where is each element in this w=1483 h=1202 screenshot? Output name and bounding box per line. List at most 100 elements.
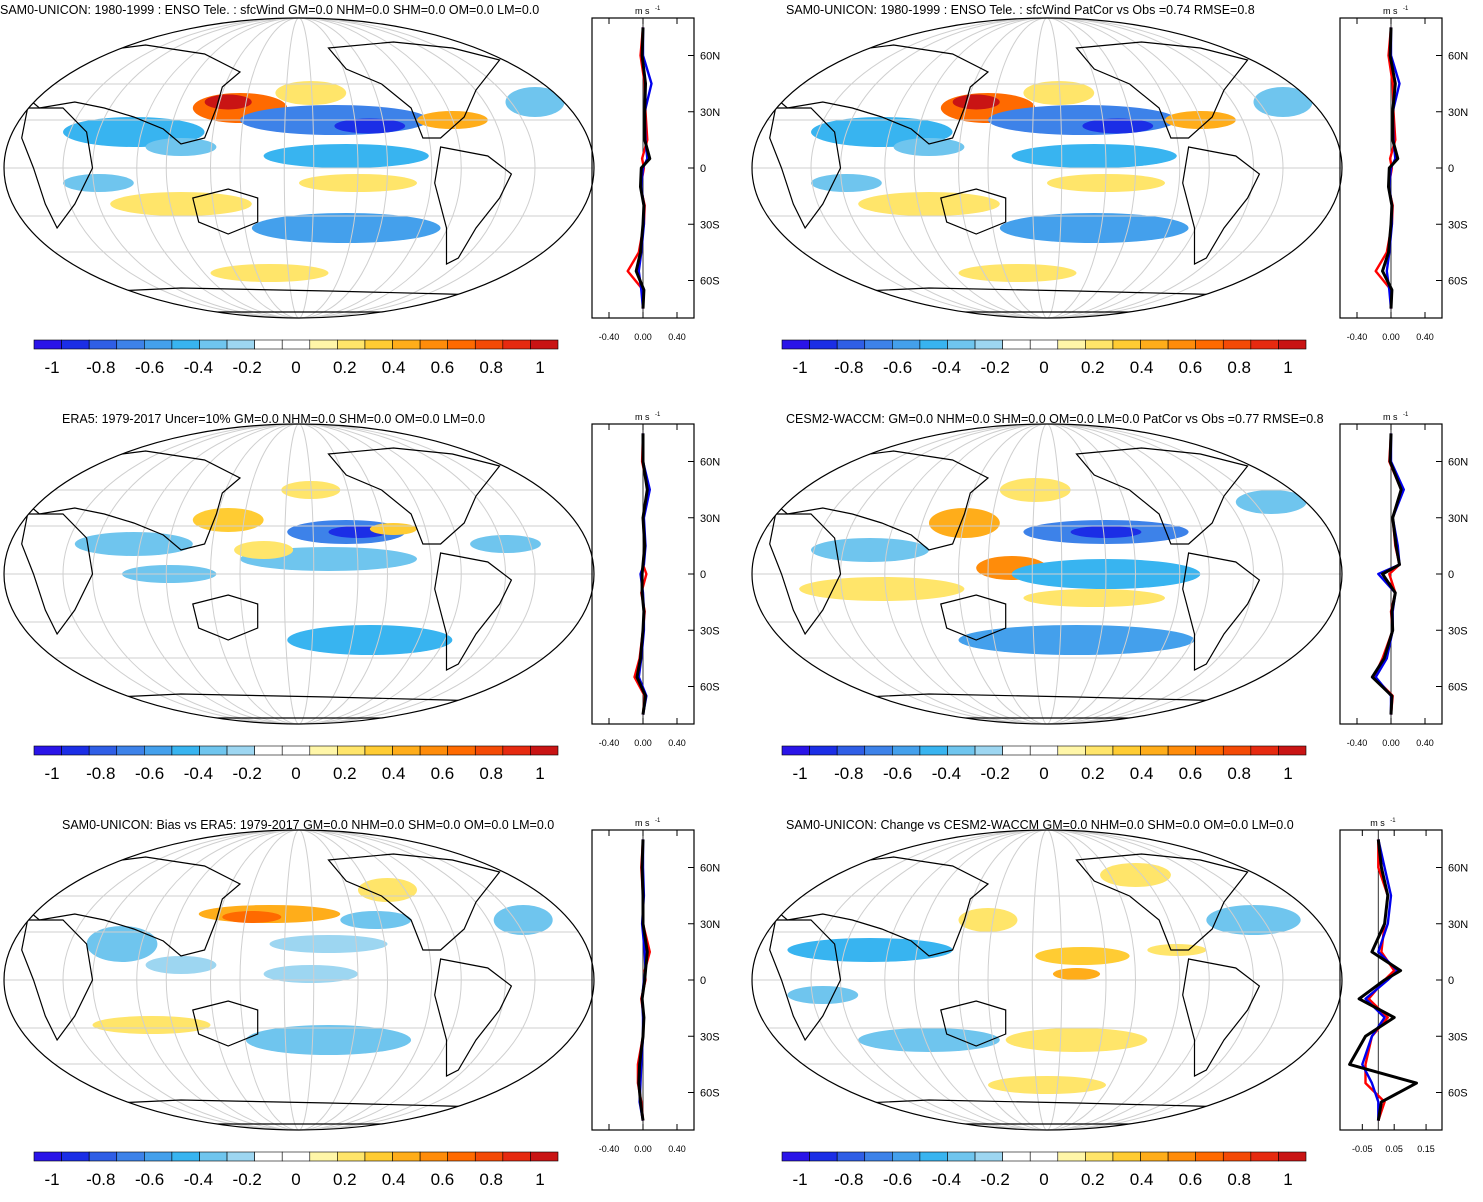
colorbar-swatch xyxy=(33,339,62,350)
coastline xyxy=(769,513,842,636)
colorbar-label: 0.4 xyxy=(1130,1170,1154,1189)
colorbar-label: 1 xyxy=(535,1170,544,1189)
colorbar-swatch xyxy=(116,1151,145,1162)
colorbar-swatch xyxy=(226,339,255,350)
colorbar-swatch xyxy=(530,1151,559,1162)
lat-tick-label: 30N xyxy=(1448,107,1468,119)
colorbar-swatch xyxy=(1222,339,1252,350)
coastline xyxy=(21,919,94,1042)
units-exponent: -1 xyxy=(655,818,661,824)
colorbar-label: -0.6 xyxy=(883,764,912,783)
anomaly-region xyxy=(263,144,429,168)
colorbar-label: -0.8 xyxy=(834,1170,863,1189)
anomaly-region xyxy=(192,508,264,532)
anomaly-region xyxy=(958,264,1077,282)
x-tick-label: 0.00 xyxy=(634,738,652,748)
colorbar-swatch xyxy=(1112,1151,1141,1162)
colorbar-swatch xyxy=(1278,339,1307,350)
coastline xyxy=(434,552,513,671)
x-tick-label: 0.00 xyxy=(634,1144,652,1154)
anomaly-region xyxy=(1011,144,1177,168)
colorbar-swatch xyxy=(1140,745,1169,756)
coastline xyxy=(769,856,990,957)
anomaly-region xyxy=(86,926,158,962)
colorbar-label: 0.2 xyxy=(333,358,357,377)
colorbar-swatch xyxy=(1057,339,1086,350)
lat-tick-label: 30S xyxy=(700,1031,720,1043)
colorbar: -1 -0.8 -0.6 -0.4 -0.2 0 0.2 0.4 0.6 0.8 1 xyxy=(781,339,1307,377)
colorbar-swatch xyxy=(947,745,976,756)
x-tick-label: -0.40 xyxy=(599,332,620,342)
x-tick-label: 0.40 xyxy=(1416,332,1434,342)
x-tick-label: -0.40 xyxy=(1347,738,1368,748)
colorbar-swatch xyxy=(144,1151,173,1162)
lat-tick-label: 60S xyxy=(1448,1088,1468,1100)
colorbar-swatch xyxy=(836,745,866,756)
colorbar-swatch xyxy=(947,339,976,350)
colorbar-label: 0.2 xyxy=(1081,1170,1105,1189)
colorbar-label: 0.2 xyxy=(333,764,357,783)
colorbar-label: -0.8 xyxy=(834,764,863,783)
profile-line-obs xyxy=(1361,839,1399,1121)
colorbar-label: 0.2 xyxy=(1081,764,1105,783)
anomaly-region xyxy=(1253,87,1313,117)
colorbar-label: -0.2 xyxy=(233,1170,262,1189)
anomaly-region xyxy=(222,911,282,923)
coastline xyxy=(940,594,1007,641)
anomaly-region xyxy=(145,138,217,156)
colorbar-label: 0.6 xyxy=(431,358,455,377)
colorbar-label: 0.4 xyxy=(1130,358,1154,377)
colorbar-label: -0.6 xyxy=(883,1170,912,1189)
colorbar-label: -0.8 xyxy=(86,1170,115,1189)
colorbar-swatch xyxy=(254,1151,283,1162)
anomaly-region xyxy=(63,174,134,192)
colorbar-swatch xyxy=(1278,745,1307,756)
anomaly-region xyxy=(210,264,329,282)
colorbar-swatch xyxy=(864,745,893,756)
coastline xyxy=(1075,447,1249,545)
coastline xyxy=(21,107,94,230)
map-field xyxy=(4,18,594,318)
coastline xyxy=(327,447,501,545)
lat-tick-label: 0 xyxy=(700,975,706,987)
panel-title: CESM2-WACCM: GM=0.0 NHM=0.0 SHM=0.0 OM=0… xyxy=(786,412,1324,426)
colorbar-swatch xyxy=(226,1151,255,1162)
colorbar-swatch xyxy=(474,339,504,350)
lat-tick-label: 30S xyxy=(1448,219,1468,231)
colorbar-swatch xyxy=(809,745,838,756)
colorbar-swatch xyxy=(144,339,173,350)
colorbar-label: 1 xyxy=(535,358,544,377)
colorbar-label: -1 xyxy=(44,764,59,783)
colorbar-swatch xyxy=(364,745,393,756)
lat-tick-label: 60S xyxy=(700,276,720,288)
colorbar-label: -1 xyxy=(44,1170,59,1189)
lat-tick-label: 30S xyxy=(700,219,720,231)
colorbar-swatch xyxy=(116,745,145,756)
lat-tick-label: 0 xyxy=(1448,163,1454,175)
colorbar-swatch xyxy=(781,1151,810,1162)
colorbar-swatch xyxy=(281,339,311,350)
panel-title: SAM0-UNICON: 1980-1999 : ENSO Tele. : sf… xyxy=(0,3,540,17)
colorbar-swatch xyxy=(419,745,448,756)
colorbar-swatch xyxy=(309,745,338,756)
lat-tick-label: 30S xyxy=(700,625,720,637)
map-field xyxy=(752,830,1342,1130)
colorbar-swatch xyxy=(1250,1151,1279,1162)
units-exponent: -1 xyxy=(655,6,661,12)
panel-1: SAM0-UNICON: 1980-1999 : ENSO Tele. : sf… xyxy=(0,0,735,390)
lat-tick-label: 30N xyxy=(1448,513,1468,525)
lat-tick-label: 0 xyxy=(1448,975,1454,987)
anomaly-region xyxy=(999,213,1189,243)
colorbar-swatch xyxy=(309,339,338,350)
anomaly-region xyxy=(858,192,1000,216)
lat-tick-label: 60N xyxy=(1448,863,1468,875)
colorbar-swatch xyxy=(1002,745,1031,756)
x-tick-label: 0.15 xyxy=(1417,1144,1435,1154)
panel-5: SAM0-UNICON: Bias vs ERA5: 1979-2017 GM=… xyxy=(0,812,735,1202)
coastline xyxy=(192,594,259,641)
colorbar-swatch xyxy=(1167,339,1196,350)
colorbar-swatch xyxy=(502,745,531,756)
coastline xyxy=(1182,958,1261,1077)
colorbar-swatch xyxy=(337,1151,366,1162)
